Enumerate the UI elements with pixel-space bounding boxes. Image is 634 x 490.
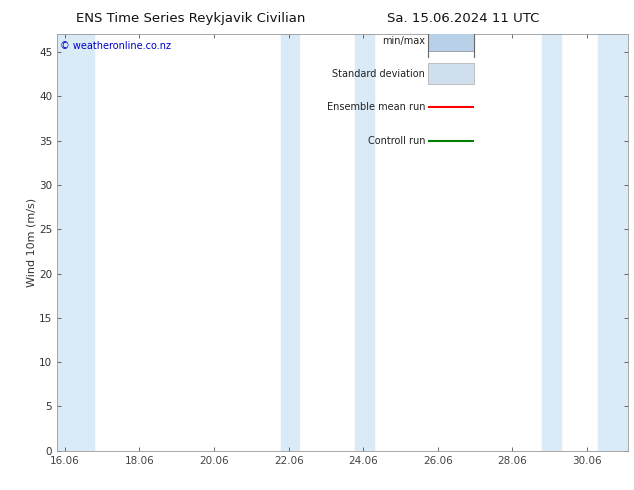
Bar <box>281 34 299 451</box>
Bar <box>428 30 474 51</box>
Text: Sa. 15.06.2024 11 UTC: Sa. 15.06.2024 11 UTC <box>387 12 539 25</box>
Text: Controll run: Controll run <box>368 136 425 146</box>
Bar <box>542 34 560 451</box>
Bar <box>356 34 374 451</box>
Bar <box>428 63 474 84</box>
Bar <box>57 34 94 451</box>
Text: min/max: min/max <box>382 36 425 46</box>
Text: Ensemble mean run: Ensemble mean run <box>327 102 425 112</box>
Text: © weatheronline.co.nz: © weatheronline.co.nz <box>60 41 171 50</box>
Bar <box>598 34 628 451</box>
Text: ENS Time Series Reykjavik Civilian: ENS Time Series Reykjavik Civilian <box>75 12 305 25</box>
Text: Standard deviation: Standard deviation <box>332 69 425 79</box>
Y-axis label: Wind 10m (m/s): Wind 10m (m/s) <box>26 198 36 287</box>
